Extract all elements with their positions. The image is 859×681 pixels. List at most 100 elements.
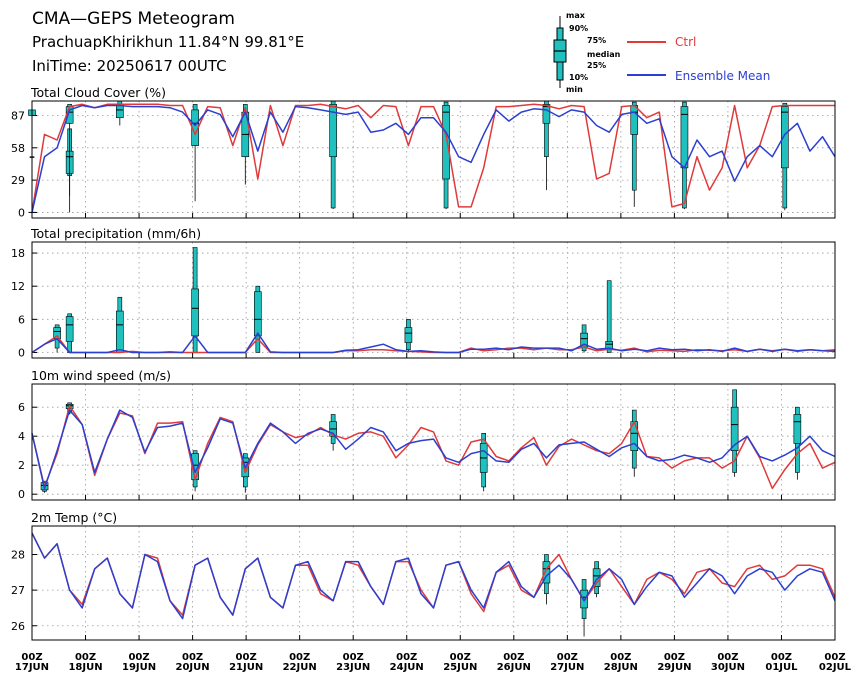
legend-label-p25: 25% xyxy=(587,61,606,70)
series-line-ensemble-mean xyxy=(31,332,836,354)
box-outer xyxy=(631,101,637,191)
x-tick-date: 30JUN xyxy=(711,662,745,673)
box-inner xyxy=(442,105,450,180)
time-axis: 00Z17JUN00Z18JUN00Z19JUN00Z20JUN00Z21JUN… xyxy=(15,652,852,673)
x-tick-time: 00Z xyxy=(557,652,578,663)
box-inner xyxy=(580,589,588,609)
box-inner xyxy=(65,316,74,342)
panel-background xyxy=(32,384,835,500)
x-tick-time: 00Z xyxy=(824,652,845,663)
y-tick-label: 2 xyxy=(18,459,25,472)
y-tick-label: 26 xyxy=(11,620,25,633)
box-inner xyxy=(404,327,413,343)
init-time-label: IniTime: 20250617 00UTC xyxy=(32,57,227,75)
x-tick-time: 00Z xyxy=(396,652,417,663)
legend-label-p90: 90% xyxy=(569,24,588,33)
y-tick-label: 0 xyxy=(18,346,25,359)
panel-title: Total precipitation (mm/6h) xyxy=(30,226,201,241)
x-tick-date: 19JUN xyxy=(122,662,156,673)
legend-ctrl-label: Ctrl xyxy=(675,35,696,49)
box-plot xyxy=(793,406,802,480)
y-tick-label: 6 xyxy=(18,313,25,326)
x-tick-date: 26JUN xyxy=(497,662,531,673)
x-tick-date: 18JUN xyxy=(68,662,102,673)
legend-mean-label: Ensemble Mean xyxy=(675,69,770,83)
location-label: PrachuapKhirikhun 11.84°N 99.81°E xyxy=(32,33,304,51)
box-plot xyxy=(442,101,450,210)
series-line-ensemble-mean xyxy=(31,532,836,620)
box-plot xyxy=(254,285,262,353)
box-plot xyxy=(404,319,413,353)
x-tick-time: 00Z xyxy=(503,652,524,663)
y-tick-label: 29 xyxy=(11,174,25,187)
box-plot xyxy=(730,389,739,477)
box-inner xyxy=(116,310,124,353)
box-plot xyxy=(605,280,613,353)
panel-title: 2m Temp (°C) xyxy=(31,510,117,525)
box-inner xyxy=(542,104,551,124)
series-line-ctrl xyxy=(31,103,835,213)
x-tick-time: 00Z xyxy=(236,652,257,663)
x-tick-date: 01JUL xyxy=(765,662,798,673)
x-tick-time: 00Z xyxy=(128,652,149,663)
panel-4: 2m Temp (°C) 26 27 28 xyxy=(11,510,836,641)
x-tick-date: 22JUN xyxy=(283,662,317,673)
panel-background xyxy=(32,101,835,218)
x-tick-date: 25JUN xyxy=(443,662,477,673)
series-line-ensemble-mean xyxy=(31,104,836,213)
x-tick-time: 00Z xyxy=(664,652,685,663)
panel-1: Total Cloud Cover (%) 0 29 58 87 xyxy=(11,85,836,219)
box-plot xyxy=(241,104,250,185)
legend: max 90% 75% median 25% 10% min Ctrl Ense… xyxy=(553,11,770,94)
y-tick-label: 6 xyxy=(18,401,25,414)
panel-title: Total Cloud Cover (%) xyxy=(30,85,166,100)
x-tick-date: 17JUN xyxy=(15,662,49,673)
panel-frame xyxy=(31,100,836,219)
y-tick-label: 87 xyxy=(11,109,25,122)
x-tick-date: 02JUL xyxy=(819,662,852,673)
panels: Total Cloud Cover (%) 0 29 58 87 Total precip… xyxy=(11,85,836,641)
legend-label-p10: 10% xyxy=(569,73,588,82)
y-tick-label: 0 xyxy=(18,206,25,219)
y-tick-label: 58 xyxy=(11,142,25,155)
x-tick-date: 27JUN xyxy=(550,662,584,673)
legend-label-p75: 75% xyxy=(587,36,606,45)
y-tick-label: 27 xyxy=(11,584,25,597)
panel-background xyxy=(32,526,835,640)
box-inner xyxy=(793,414,802,444)
x-tick-date: 20JUN xyxy=(176,662,210,673)
x-tick-date: 28JUN xyxy=(604,662,638,673)
box-inner xyxy=(680,106,689,169)
x-tick-time: 00Z xyxy=(771,652,792,663)
box-inner xyxy=(191,288,199,337)
panel-frame xyxy=(31,241,836,359)
y-tick-label: 28 xyxy=(11,549,25,562)
x-tick-time: 00Z xyxy=(182,652,203,663)
box-outer xyxy=(606,280,612,353)
y-tick-label: 12 xyxy=(11,280,25,293)
x-tick-date: 23JUN xyxy=(336,662,370,673)
x-tick-time: 00Z xyxy=(343,652,364,663)
box-plot xyxy=(781,102,789,211)
chart-title: CMA—GEPS Meteogram xyxy=(32,9,235,29)
legend-label-min: min xyxy=(566,85,583,94)
box-inner xyxy=(730,406,739,452)
box-inner xyxy=(254,291,262,337)
x-tick-date: 29JUN xyxy=(657,662,691,673)
panel-3: 10m wind speed (m/s) 0 2 4 6 xyxy=(18,368,836,501)
panel-background xyxy=(32,242,835,358)
box-inner xyxy=(630,105,639,135)
panel-frame xyxy=(31,383,836,501)
series-line-ctrl xyxy=(31,405,836,490)
x-tick-date: 21JUN xyxy=(229,662,263,673)
legend-label-median: median xyxy=(587,50,621,59)
y-tick-label: 0 xyxy=(18,488,25,501)
box-inner xyxy=(781,106,789,169)
box-plot xyxy=(479,432,488,492)
box-inner xyxy=(592,568,601,587)
panel-frame xyxy=(31,525,836,641)
y-tick-label: 4 xyxy=(18,430,25,443)
x-tick-time: 00Z xyxy=(610,652,631,663)
box-inner xyxy=(329,104,337,158)
x-tick-time: 00Z xyxy=(75,652,96,663)
